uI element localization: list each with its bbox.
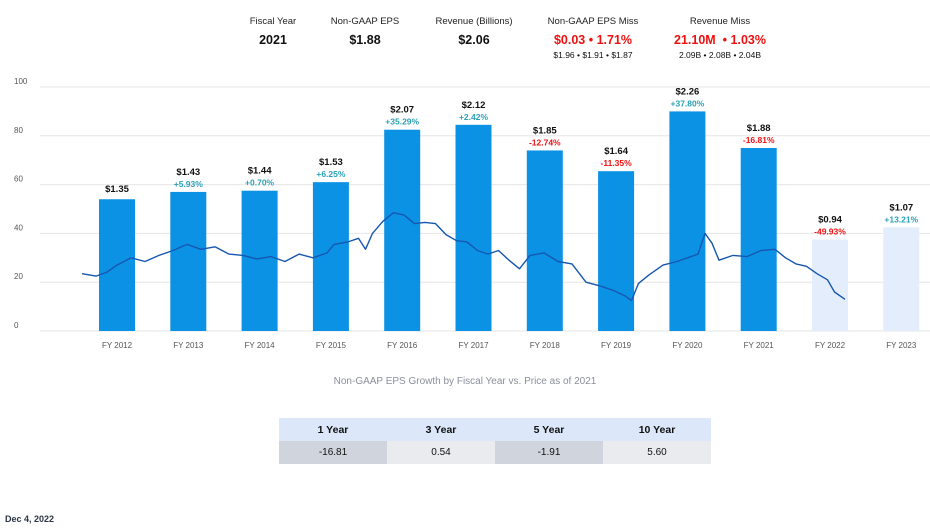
stat-eps-miss-value: $0.03 • 1.71% <box>553 33 633 47</box>
stat-eps: Non-GAAP EPS $1.88 <box>310 16 420 47</box>
eps-bar <box>241 190 278 331</box>
eps-bar <box>170 191 207 331</box>
y-tick-label: 100 <box>14 77 28 86</box>
eps-growth-label: -12.74% <box>529 137 561 147</box>
eps-growth-label: +5.93% <box>174 179 204 189</box>
growth-value-3y: 0.54 <box>387 441 495 464</box>
growth-value-1y: -16.81 <box>279 441 387 464</box>
eps-value-label: $1.53 <box>319 157 343 168</box>
eps-bar <box>455 124 492 331</box>
eps-bar <box>740 148 777 331</box>
eps-growth-label: +13.21% <box>884 214 918 224</box>
eps-bar <box>384 129 421 331</box>
eps-value-label: $1.88 <box>747 123 771 134</box>
chart-title: Non-GAAP EPS Growth by Fiscal Year vs. P… <box>333 376 597 387</box>
eps-price-chart: 0 20 40 60 80 100 $1.35 $1.43+5.93% $1.44+0.70%… <box>14 77 930 350</box>
growth-value-10y: 5.60 <box>603 441 711 464</box>
stat-fiscal-year-value: 2021 <box>259 33 287 47</box>
price-line <box>81 211 846 302</box>
eps-value-label: $1.35 <box>105 184 129 195</box>
stat-eps-miss: Non-GAAP EPS Miss $0.03 • 1.71% $1.96 • … <box>523 16 663 60</box>
stat-eps-miss-label: Non-GAAP EPS Miss <box>547 16 639 27</box>
eps-bar <box>526 150 563 331</box>
y-tick-label: 40 <box>14 223 23 232</box>
price-line-layer <box>81 211 846 302</box>
x-tick-label: FY 2023 <box>886 341 917 350</box>
growth-header-10y: 10 Year <box>603 418 711 441</box>
eps-growth-label: +0.70% <box>245 178 275 188</box>
x-axis-ticks: FY 2012 FY 2013 FY 2014 FY 2015 FY 2016 FY 20… <box>102 341 917 350</box>
x-tick-label: FY 2017 <box>458 341 489 350</box>
eps-value-label: $2.07 <box>390 105 414 116</box>
eps-value-label: $2.26 <box>676 86 700 97</box>
x-tick-label: FY 2019 <box>601 341 632 350</box>
y-tick-label: 0 <box>14 321 19 330</box>
x-tick-label: FY 2018 <box>530 341 561 350</box>
x-tick-label: FY 2021 <box>744 341 775 350</box>
x-tick-label: FY 2012 <box>102 341 133 350</box>
eps-value-label: $1.44 <box>248 166 272 177</box>
growth-table-value-row: -16.81 0.54 -1.91 5.60 <box>279 441 711 464</box>
bar-labels: $1.35 $1.43+5.93% $1.44+0.70% $1.53+6.25% $2… <box>105 86 919 236</box>
stat-revenue-miss: Revenue Miss 21.10M • 1.03% 2.09B • 2.08… <box>650 16 790 60</box>
eps-bars <box>99 111 920 332</box>
stat-fiscal-year: Fiscal Year 2021 <box>218 16 328 47</box>
eps-value-label: $1.85 <box>533 125 557 136</box>
growth-header-1y: 1 Year <box>279 418 387 441</box>
growth-value-5y: -1.91 <box>495 441 603 464</box>
stat-revenue-miss-label: Revenue Miss <box>689 16 751 27</box>
eps-growth-label: -11.35% <box>600 158 632 168</box>
eps-growth-label: -16.81% <box>743 135 775 145</box>
eps-value-label: $0.94 <box>818 215 842 226</box>
eps-value-label: $1.43 <box>176 167 200 178</box>
growth-table-header-row: 1 Year 3 Year 5 Year 10 Year <box>279 418 711 441</box>
eps-bar <box>669 111 706 332</box>
y-tick-label: 60 <box>14 175 23 184</box>
x-tick-label: FY 2022 <box>815 341 846 350</box>
x-tick-label: FY 2020 <box>672 341 703 350</box>
eps-growth-label: +2.42% <box>459 112 489 122</box>
y-axis-ticks: 0 20 40 60 80 100 <box>14 77 28 330</box>
growth-header-5y: 5 Year <box>495 418 603 441</box>
y-tick-label: 20 <box>14 272 23 281</box>
x-tick-label: FY 2013 <box>173 341 204 350</box>
x-tick-label: FY 2014 <box>245 341 276 350</box>
stat-revenue-label: Revenue (Billions) <box>435 16 513 27</box>
eps-value-label: $1.07 <box>889 202 913 213</box>
x-tick-label: FY 2016 <box>387 341 418 350</box>
y-tick-label: 80 <box>14 126 23 135</box>
eps-growth-label: +6.25% <box>316 169 346 179</box>
stat-revenue-miss-detail: 2.09B • 2.08B • 2.04B <box>678 50 762 60</box>
eps-bar <box>312 182 349 331</box>
as-of-date: Dec 4, 2022 <box>5 514 55 524</box>
stat-eps-value: $1.88 <box>349 33 381 47</box>
stat-eps-miss-detail: $1.96 • $1.91 • $1.87 <box>553 50 633 60</box>
eps-growth-label: +37.80% <box>671 98 705 108</box>
growth-header-3y: 3 Year <box>387 418 495 441</box>
eps-bar <box>883 227 920 331</box>
growth-table: 1 Year 3 Year 5 Year 10 Year -16.81 0.54… <box>279 418 711 464</box>
eps-growth-label: -49.93% <box>814 227 846 237</box>
stat-eps-label: Non-GAAP EPS <box>330 16 400 27</box>
stat-revenue-value: $2.06 <box>458 33 490 47</box>
eps-value-label: $2.12 <box>462 100 486 111</box>
eps-value-label: $1.64 <box>604 146 628 157</box>
eps-bar <box>598 171 635 331</box>
eps-growth-label: +35.29% <box>385 117 419 127</box>
stat-revenue-miss-value: 21.10M • 1.03% <box>674 33 766 47</box>
x-tick-label: FY 2015 <box>316 341 347 350</box>
stat-revenue: Revenue (Billions) $2.06 <box>414 16 534 47</box>
stat-fiscal-year-label: Fiscal Year <box>249 16 297 27</box>
